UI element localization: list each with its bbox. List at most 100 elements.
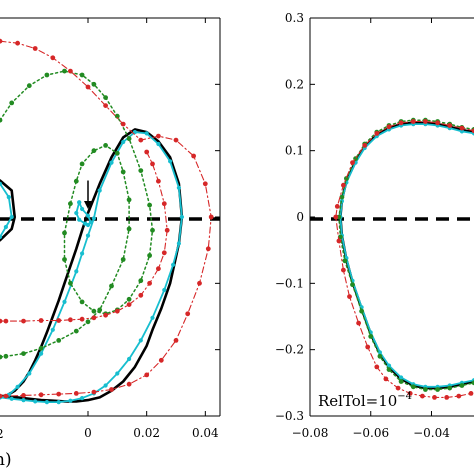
left-series-0-line [0, 128, 184, 403]
left-series-6-point [50, 55, 56, 61]
left-series-5-point [79, 161, 85, 167]
left-series-7-point [138, 292, 144, 298]
left-series-5-point [9, 100, 15, 106]
right-series-2-point [359, 308, 364, 314]
left-series-3-point [77, 217, 82, 222]
left-series-5-point [62, 230, 67, 236]
right-series-3-point [362, 143, 368, 148]
right-series-2-point [459, 383, 465, 388]
right-y-tick-label: 0.2 [285, 77, 304, 91]
left-series-4-point [6, 195, 11, 200]
left-series-6-point [3, 393, 9, 399]
right-series-3-point [374, 131, 380, 136]
left-series-7-point [156, 266, 161, 272]
right-series-3-point [383, 376, 389, 382]
left-series-2-point [127, 356, 132, 362]
right-series-3-point [356, 320, 361, 326]
right-series-3-point [341, 267, 346, 273]
left-series-7-point [91, 315, 97, 321]
left-series-6-point [85, 84, 91, 90]
left-series-6-line [0, 40, 212, 397]
right-series-3-point [456, 393, 462, 399]
left-series-2-point [21, 398, 26, 403]
right-series-3-point [432, 395, 437, 400]
right-series-3-point [407, 391, 413, 396]
left-series-5-point [138, 278, 144, 284]
left-series-4-point [9, 214, 14, 220]
left-series-6-point [138, 137, 144, 143]
right-series-1-point [386, 363, 392, 368]
right-series-2-point [377, 353, 383, 359]
left-series-7-point [56, 318, 62, 323]
left-series-5-point [147, 253, 153, 258]
left-series-7-point [21, 318, 26, 324]
left-arrow [84, 180, 92, 210]
right-series-2-point [410, 384, 416, 390]
left-series-5-point [62, 257, 67, 262]
left-series-2-point [162, 287, 167, 293]
left-series-7-point [79, 316, 85, 322]
right-series-2-point [368, 334, 374, 339]
right-series-2-point [435, 387, 440, 392]
left-series-2-point [80, 251, 85, 256]
left-series-5-point [0, 117, 3, 123]
left-series-5-point [38, 345, 44, 351]
left-series-2-point [15, 384, 20, 389]
left-series-6-point [73, 391, 79, 396]
left-series-6-point [191, 153, 197, 159]
right-x-tick-label: −0.06 [352, 426, 389, 440]
left-series-6-point [158, 357, 164, 363]
left-series-5-point [21, 351, 26, 356]
left-series-5-point [109, 283, 114, 289]
left-series-2-point [144, 131, 149, 136]
left-series-7-point [156, 178, 161, 184]
left-x-edge-label: 2 [0, 427, 4, 441]
right-series-2-point [339, 194, 345, 200]
left-series-6-point [32, 46, 38, 51]
left-series-5-point [26, 83, 32, 89]
left-series-5-point [79, 299, 85, 305]
right-series-3-point [410, 119, 416, 124]
reltol-exponent: −4 [397, 391, 412, 402]
right-series-2-point [471, 380, 474, 386]
left-series-7-point [161, 250, 167, 256]
left-series-5-point [91, 81, 97, 87]
right-panel: −0.3 −0.2 −0.1 0 0.1 0.2 0.3 −0.08 −0.06 −0.04 R… [215, 11, 474, 440]
right-y-tick-label: −0.3 [275, 409, 304, 423]
left-series-5-point [103, 95, 108, 100]
left-series-7-point [164, 227, 170, 233]
right-series-3-point [444, 395, 450, 400]
left-series-5-point [85, 319, 91, 325]
left-series-3-point [80, 206, 85, 212]
right-y-tick-label: 0.1 [285, 144, 304, 158]
left-series-3-point [88, 220, 93, 225]
right-y-tick-label: 0.3 [285, 11, 304, 25]
left-series-2-point [179, 214, 184, 220]
right-series-3-point [347, 294, 352, 299]
left-series-2-point [62, 299, 67, 304]
left-series-5-point [68, 201, 73, 207]
left-series-7-point [114, 308, 120, 314]
arrow-head [84, 201, 92, 210]
left-series-3-point [85, 213, 91, 218]
right-series-2-point [342, 258, 348, 264]
right-series-3-point [350, 160, 355, 166]
reltol-prefix: RelTol=10 [318, 392, 397, 410]
right-series-1-line [339, 123, 474, 388]
left-series-7-point [0, 318, 3, 324]
left-series-1-line [0, 179, 16, 242]
left-series-7-point [126, 302, 132, 307]
left-series-5-point [73, 178, 79, 184]
left-series-5-line [0, 70, 154, 358]
left-series-5-point [73, 328, 79, 334]
left-series-2-point [85, 233, 91, 238]
right-series-3-point [365, 344, 371, 350]
left-series-2-point [74, 269, 79, 274]
left-series-5-point [126, 226, 132, 232]
left-series-5-point [126, 197, 132, 203]
left-x-tick-label: 0 [84, 426, 92, 440]
left-series-5-point [126, 296, 132, 302]
left-series-5-point [79, 72, 85, 78]
left-series-5-point [91, 308, 97, 314]
